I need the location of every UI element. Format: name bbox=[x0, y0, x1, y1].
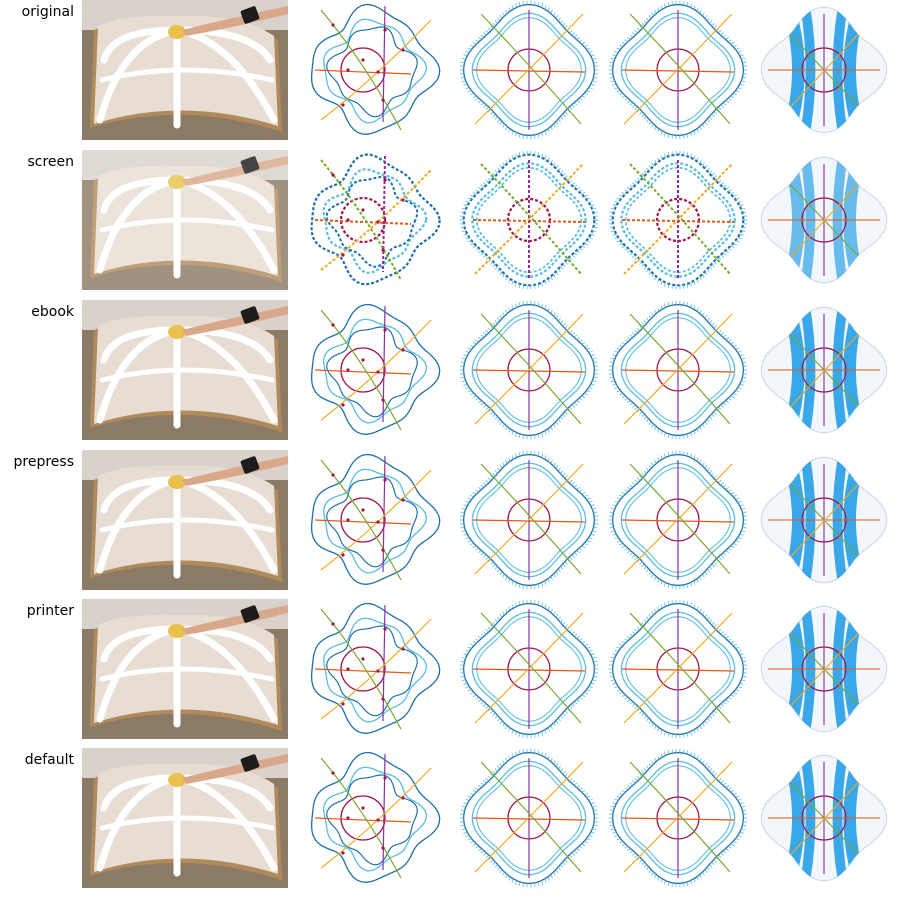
shaded-render-panel-drawing bbox=[760, 754, 888, 882]
shaded-render-panel bbox=[754, 300, 894, 440]
hatched-pattern-panel bbox=[459, 300, 599, 440]
sheet-photo-image bbox=[82, 450, 288, 590]
flat-pattern-panel bbox=[303, 450, 443, 590]
photo-panel bbox=[82, 450, 288, 590]
hatched-pattern-panel-alt-drawing bbox=[608, 450, 748, 590]
flat-pattern-panel bbox=[303, 0, 443, 140]
hatched-pattern-panel bbox=[459, 599, 599, 739]
shaded-render-panel bbox=[754, 748, 894, 888]
hatched-pattern-panel bbox=[459, 0, 599, 140]
hatched-pattern-panel bbox=[459, 150, 599, 290]
flat-pattern-panel-drawing bbox=[310, 303, 441, 435]
hatched-pattern-panel bbox=[459, 748, 599, 888]
row-label: printer bbox=[26, 603, 74, 619]
shaded-render-panel bbox=[754, 450, 894, 590]
hatched-pattern-panel-alt-drawing bbox=[608, 150, 748, 290]
sheet-photo-image bbox=[82, 150, 288, 290]
hatched-pattern-panel-alt-drawing bbox=[608, 748, 748, 888]
flat-pattern-panel-drawing bbox=[310, 153, 441, 286]
hatched-pattern-panel-alt-drawing bbox=[608, 300, 748, 440]
hatched-pattern-panel-drawing bbox=[459, 599, 599, 739]
row-printer: printer bbox=[0, 599, 900, 739]
shaded-render-panel bbox=[754, 0, 894, 140]
hatched-pattern-panel-alt bbox=[608, 748, 748, 888]
row-label: original bbox=[21, 4, 74, 20]
hatched-pattern-panel-alt bbox=[608, 599, 748, 739]
flat-pattern-panel bbox=[303, 748, 443, 888]
sheet-photo-image bbox=[82, 599, 288, 739]
shaded-render-panel-drawing bbox=[760, 306, 888, 434]
sheet-photo-image bbox=[82, 748, 288, 888]
flat-pattern-panel bbox=[303, 150, 443, 290]
row-prepress: prepress bbox=[0, 450, 900, 590]
row-ebook: ebook bbox=[0, 300, 900, 440]
photo-panel bbox=[82, 300, 288, 440]
photo-panel bbox=[82, 748, 288, 888]
row-screen: screen bbox=[0, 150, 900, 290]
hatched-pattern-panel-drawing bbox=[459, 300, 599, 440]
shaded-render-panel-drawing bbox=[760, 605, 888, 733]
row-label: ebook bbox=[31, 304, 74, 320]
hatched-pattern-panel-alt bbox=[608, 300, 748, 440]
hatched-pattern-panel-drawing bbox=[459, 150, 599, 290]
flat-pattern-panel-drawing bbox=[310, 751, 441, 883]
hatched-pattern-panel-alt-drawing bbox=[608, 599, 748, 739]
row-label: prepress bbox=[13, 454, 74, 470]
flat-pattern-panel bbox=[303, 300, 443, 440]
photo-panel bbox=[82, 0, 288, 140]
shaded-render-panel-drawing bbox=[760, 456, 888, 584]
photo-panel bbox=[82, 599, 288, 739]
sheet-photo-image bbox=[82, 0, 288, 140]
flat-pattern-panel bbox=[303, 599, 443, 739]
shaded-render-panel-drawing bbox=[760, 156, 888, 284]
shaded-render-panel bbox=[754, 150, 894, 290]
shaded-render-panel-drawing bbox=[760, 6, 888, 134]
row-default: default bbox=[0, 748, 900, 888]
flat-pattern-panel-drawing bbox=[310, 453, 441, 585]
hatched-pattern-panel-alt-drawing bbox=[608, 0, 748, 140]
photo-panel bbox=[82, 150, 288, 290]
hatched-pattern-panel-alt bbox=[608, 450, 748, 590]
hatched-pattern-panel bbox=[459, 450, 599, 590]
sheet-photo-image bbox=[82, 300, 288, 440]
shaded-render-panel bbox=[754, 599, 894, 739]
hatched-pattern-panel-drawing bbox=[459, 0, 599, 140]
hatched-pattern-panel-alt bbox=[608, 0, 748, 140]
hatched-pattern-panel-drawing bbox=[459, 450, 599, 590]
flat-pattern-panel-drawing bbox=[310, 602, 441, 734]
row-label: default bbox=[24, 752, 74, 768]
row-original: original bbox=[0, 0, 900, 140]
flat-pattern-panel-drawing bbox=[310, 3, 441, 135]
hatched-pattern-panel-drawing bbox=[459, 748, 599, 888]
row-label: screen bbox=[27, 154, 74, 170]
hatched-pattern-panel-alt bbox=[608, 150, 748, 290]
